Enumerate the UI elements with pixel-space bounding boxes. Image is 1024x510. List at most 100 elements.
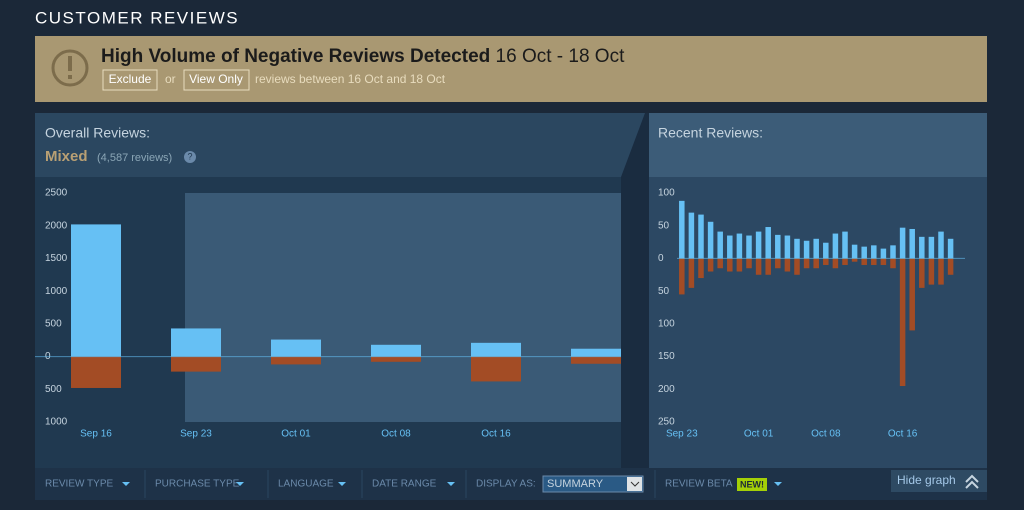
new-badge [737, 478, 767, 491]
bar [823, 258, 829, 265]
bar [707, 258, 714, 272]
exclude-button[interactable] [102, 69, 158, 91]
banner-note: reviews between 16 Oct and 18 Oct [255, 72, 446, 86]
bar [71, 356, 121, 388]
bar [717, 231, 723, 259]
dropdown-arrow[interactable] [338, 482, 346, 486]
help-icon[interactable]: ? [187, 151, 192, 161]
y-tick-label: 500 [45, 318, 62, 329]
bar [765, 227, 771, 259]
bar [698, 258, 704, 279]
bar [784, 258, 791, 272]
bar [775, 234, 781, 259]
y-tick-label: 1000 [45, 286, 68, 297]
bar [707, 221, 714, 259]
bar [909, 258, 915, 331]
x-tick-label: Oct 01 [744, 429, 774, 440]
bar [679, 200, 685, 259]
bar [755, 258, 762, 275]
overall-header [35, 113, 645, 177]
bar [871, 245, 877, 259]
overall-rating: Mixed [45, 148, 88, 165]
recent-header [649, 113, 987, 177]
bar [775, 258, 781, 269]
bar [755, 231, 762, 259]
y-tick-label: 50 [658, 286, 670, 297]
banner-title: High Volume of Negative Reviews Detected… [101, 46, 625, 67]
bar [688, 212, 695, 259]
bar [823, 242, 829, 259]
view-only-button[interactable] [183, 69, 250, 91]
bar [842, 231, 848, 259]
view-only-button[interactable]: View Only [189, 72, 243, 86]
banner-title: High Volume of Negative Reviews Detected [101, 46, 490, 67]
bar [871, 258, 877, 265]
filter-label[interactable]: DATE RANGE [372, 479, 437, 490]
review-beta[interactable]: REVIEW BETA [665, 479, 733, 490]
bar [899, 227, 906, 259]
dropdown-arrow[interactable] [447, 482, 455, 486]
x-tick-label: Sep 23 [666, 429, 698, 440]
select-arrow[interactable] [630, 481, 640, 487]
bar [471, 342, 521, 357]
bar [727, 235, 733, 259]
bar [813, 258, 819, 269]
bar [71, 224, 121, 357]
bar [803, 240, 810, 259]
overall-label: Overall Reviews: [45, 125, 150, 141]
bar [842, 258, 848, 265]
display-select[interactable] [542, 475, 644, 493]
y-tick-label: 100 [658, 318, 675, 329]
dropdown-arrow[interactable] [236, 482, 244, 486]
hide-graph-button[interactable]: Hide graph [897, 473, 956, 487]
exclude-button[interactable]: Exclude [109, 72, 152, 86]
dropdown-arrow[interactable] [122, 482, 130, 486]
warning-icon [51, 49, 89, 87]
bar [861, 258, 867, 265]
filter-bar [35, 468, 987, 500]
dropdown-arrow[interactable] [774, 482, 782, 486]
filter-label[interactable]: PURCHASE TYPE [155, 479, 240, 490]
bar [947, 238, 954, 259]
bar [851, 258, 858, 262]
bar [271, 356, 321, 365]
bar [919, 258, 925, 288]
x-tick-label: Oct 08 [811, 429, 841, 440]
bar [736, 258, 743, 272]
y-tick-label: 1500 [45, 253, 68, 264]
new-badge: NEW! [740, 479, 764, 489]
bar [765, 258, 771, 275]
bar [794, 238, 800, 259]
x-tick-label: Oct 01 [281, 429, 311, 440]
bar [832, 233, 839, 259]
bar [832, 258, 839, 269]
warning-icon [68, 56, 72, 71]
help-icon[interactable] [184, 151, 196, 163]
bar [784, 235, 791, 259]
filter-label[interactable]: LANGUAGE [278, 479, 334, 490]
y-tick-label: 250 [658, 417, 675, 428]
banner-dates: 16 Oct - 18 Oct [496, 46, 626, 67]
overall-count: (4,587 reviews) [97, 152, 172, 164]
bar [947, 258, 954, 275]
bar [880, 258, 887, 265]
bar [698, 214, 704, 259]
x-tick-label: Oct 16 [481, 429, 511, 440]
collapse-icon[interactable] [965, 474, 979, 489]
select-arrow[interactable] [627, 477, 642, 491]
y-tick-label: 200 [658, 384, 675, 395]
hide-graph-button[interactable] [891, 470, 987, 492]
bar [851, 244, 858, 259]
y-tick-label: 1000 [45, 417, 68, 428]
recent-chart-bg [649, 177, 987, 468]
bar [909, 228, 915, 259]
warning-icon [68, 75, 72, 79]
display-select[interactable]: SUMMARY [547, 478, 604, 490]
bar [938, 258, 944, 285]
banner [35, 36, 987, 102]
bar [880, 248, 887, 259]
filter-label[interactable]: REVIEW TYPE [45, 479, 113, 490]
bar [861, 246, 867, 259]
bar [171, 356, 221, 372]
bar [736, 233, 743, 259]
